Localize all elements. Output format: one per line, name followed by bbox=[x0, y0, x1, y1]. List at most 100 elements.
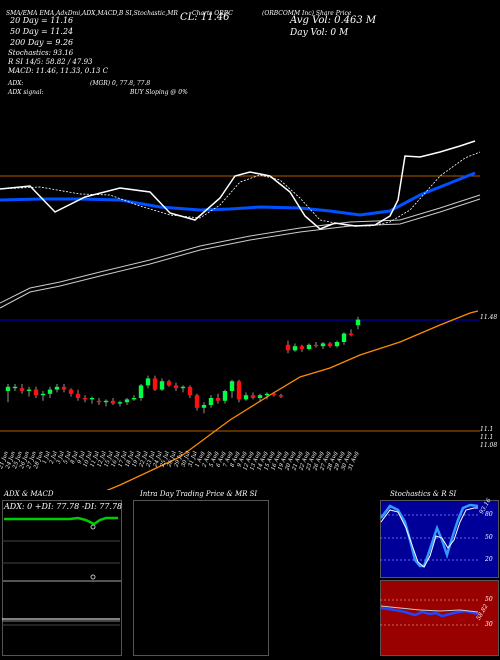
stoch-level-label-80: 80 bbox=[485, 511, 493, 518]
date-tick-label: 17 Jul bbox=[118, 450, 129, 468]
candle-body bbox=[334, 342, 340, 347]
candle-body bbox=[222, 391, 228, 401]
candle-body bbox=[236, 381, 242, 400]
candle-body bbox=[341, 333, 347, 342]
date-tick-label: 1 Aug bbox=[195, 450, 206, 468]
candle-body bbox=[215, 398, 221, 401]
close-label: CL: 11.46 bbox=[180, 12, 230, 23]
candle-body bbox=[12, 386, 18, 389]
avg-volume: Avg Vol: 0.463 M bbox=[290, 15, 377, 26]
adx-value: (MGR) 0, 77.8, 77.8 bbox=[90, 80, 151, 87]
candle-body bbox=[110, 400, 116, 404]
candle-body bbox=[187, 386, 193, 396]
candle-body bbox=[89, 398, 95, 400]
candle-body bbox=[138, 385, 144, 398]
candle-body bbox=[166, 381, 172, 386]
candle-body bbox=[103, 400, 109, 403]
price-label-low1: 11.1 bbox=[480, 426, 494, 433]
date-tick-label: 9 Jul bbox=[77, 450, 87, 464]
candle-body bbox=[117, 402, 123, 404]
date-tick-label: 8 Jul bbox=[70, 450, 80, 464]
macd-label: MACD: 11.46, 11.33, 0.13 C bbox=[8, 67, 108, 75]
candle-body bbox=[264, 393, 270, 396]
rsi-level-label-30: 30 bbox=[485, 621, 493, 628]
adx-signal-label: ADX signal: bbox=[8, 89, 44, 96]
adx-green-line bbox=[4, 516, 118, 526]
candle-body bbox=[257, 395, 263, 398]
price-label-low3: 11.08 bbox=[480, 442, 498, 449]
date-tick-label: 25 Jul bbox=[159, 450, 171, 468]
candle-body bbox=[96, 400, 102, 403]
date-tick-label: 6 Aug bbox=[216, 450, 227, 468]
candle-body bbox=[327, 343, 333, 347]
date-tick-label: 11 Jul bbox=[90, 450, 101, 468]
date-tick-label: 26 Jul bbox=[166, 450, 178, 468]
date-tick-label: 30 Jul bbox=[181, 450, 192, 468]
adx-panel-title: ADX & MACD bbox=[4, 490, 54, 498]
stoch-level-label-20: 20 bbox=[485, 556, 493, 563]
sma50-label: 50 Day = 11.24 bbox=[10, 27, 74, 36]
date-tick-label: 31 Jul bbox=[188, 450, 199, 468]
sma-orange-line bbox=[106, 310, 479, 490]
candle-body bbox=[208, 398, 214, 405]
sma50-line bbox=[0, 171, 476, 217]
candle-body bbox=[194, 395, 200, 408]
date-tick-label: 23 Jul bbox=[145, 450, 157, 468]
adx-readout: ADX: 0 +DI: 77.78 -DI: 77.78 bbox=[4, 502, 123, 511]
date-tick-label: 5 Jul bbox=[63, 450, 73, 464]
rsi-panel bbox=[380, 580, 499, 656]
sma20-line bbox=[0, 151, 481, 227]
rsi-line bbox=[380, 606, 479, 618]
date-tick-label: 2 Aug bbox=[201, 450, 213, 469]
candle-body bbox=[145, 378, 151, 386]
candle-body bbox=[82, 398, 88, 400]
date-tick-label: 21 Jun bbox=[0, 450, 10, 470]
rsi-label: R SI 14/5: 58.82 / 47.93 bbox=[8, 58, 93, 66]
candle-body bbox=[173, 385, 179, 389]
date-tick-label: 9 Aug bbox=[237, 450, 248, 468]
date-tick-label: 3 Jul bbox=[56, 450, 66, 464]
candle-body bbox=[75, 393, 81, 398]
date-tick-label: 1 Jul bbox=[42, 450, 52, 464]
price-label-top: 11.48 bbox=[480, 314, 498, 321]
sma200-upper-line bbox=[0, 194, 481, 304]
day-volume: Day Vol: 0 M bbox=[290, 28, 349, 38]
charts-label: Charts ORBC bbox=[192, 10, 233, 17]
stoch-d-line bbox=[380, 507, 478, 568]
date-tick-label: 12 Jul bbox=[97, 450, 108, 468]
ema-line bbox=[0, 140, 476, 230]
candle-body bbox=[54, 386, 60, 390]
rsi-level-label-50: 50 bbox=[485, 596, 493, 603]
candle-body bbox=[5, 386, 11, 391]
company-label: (ORBCOMM Inc) Share Price bbox=[262, 10, 352, 17]
stoch-k-line bbox=[380, 503, 479, 568]
candle-body bbox=[313, 344, 319, 347]
candle-body bbox=[131, 398, 137, 400]
signal-text: BUY Sloping @ 0% bbox=[130, 89, 188, 96]
candle-body bbox=[292, 346, 298, 351]
candle-body bbox=[19, 388, 25, 391]
candle-body bbox=[180, 386, 186, 389]
candle-body bbox=[201, 405, 207, 408]
date-tick-label: 24 Jul bbox=[152, 450, 164, 468]
date-tick-label: 19 Jul bbox=[132, 450, 143, 468]
candle-body bbox=[320, 343, 326, 347]
price-label-low2: 11.1 bbox=[480, 434, 494, 441]
candle-body bbox=[229, 381, 235, 391]
adx-line: ADX: bbox=[8, 80, 24, 87]
candle-body bbox=[40, 393, 46, 396]
rsi-signal-line bbox=[380, 605, 479, 613]
candle-body bbox=[68, 389, 74, 394]
intraday-panel bbox=[133, 500, 269, 656]
intraday-panel-title: Intra Day Trading Price & MR SI bbox=[140, 490, 258, 498]
macd-panel bbox=[2, 580, 122, 656]
adx-marker-low bbox=[90, 574, 96, 580]
date-tick-label: 15 Jul bbox=[104, 450, 115, 468]
candle-body bbox=[159, 381, 165, 390]
candle-body bbox=[250, 395, 256, 398]
candle-body bbox=[285, 344, 291, 351]
date-tick-label: 29 Jul bbox=[173, 450, 185, 468]
candle-body bbox=[271, 393, 277, 396]
